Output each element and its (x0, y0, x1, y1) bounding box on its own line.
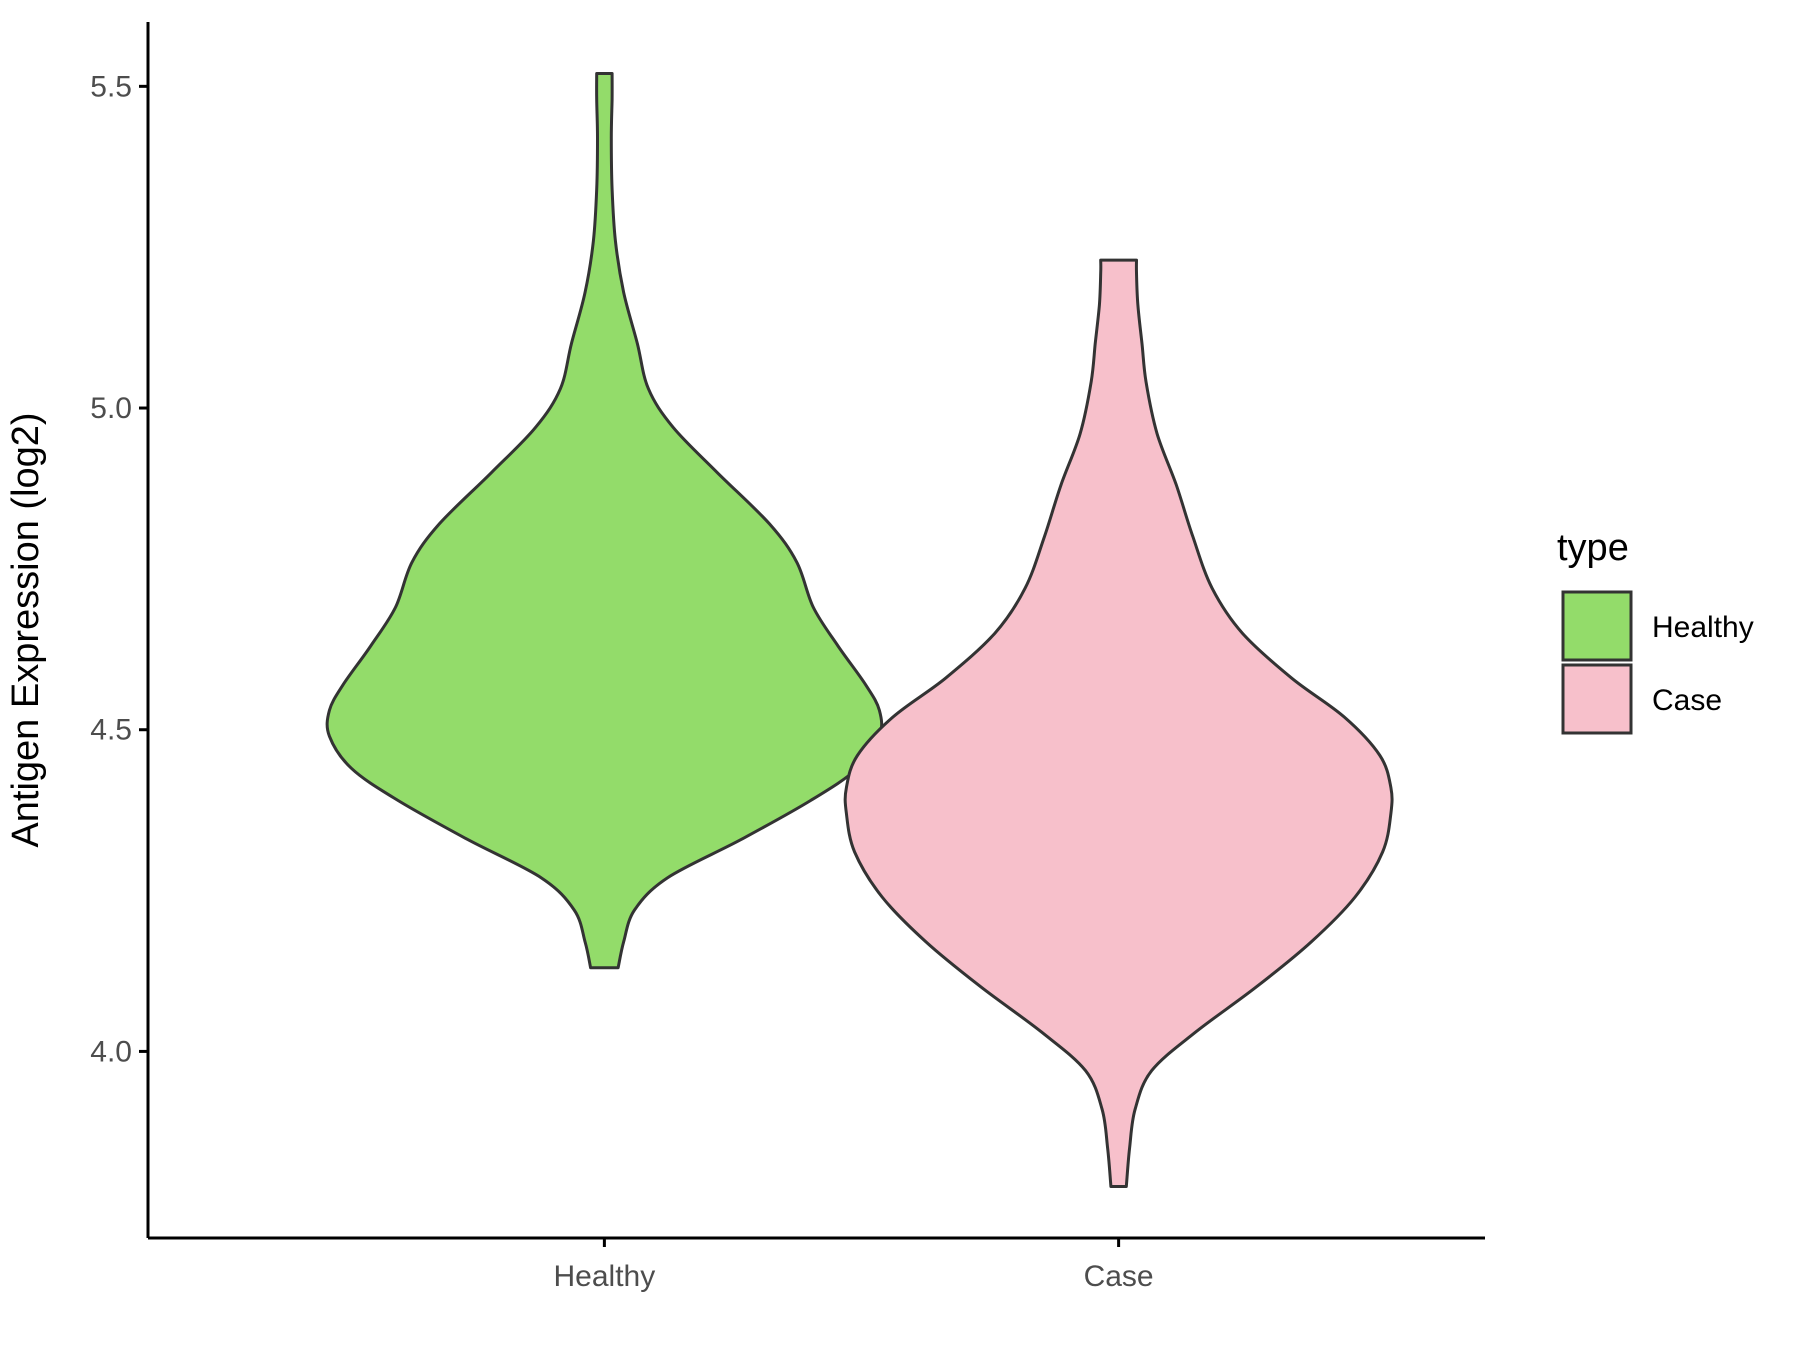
violin-healthy (325, 72, 884, 970)
violin-layer (325, 72, 1394, 1188)
y-tick-label: 5.5 (90, 70, 132, 103)
legend-swatch-healthy (1561, 590, 1633, 662)
y-tick-label: 4.0 (90, 1035, 132, 1068)
legend-label-healthy: Healthy (1652, 611, 1754, 644)
legend-items: Healthy Case (1561, 590, 1754, 735)
violin-case (843, 258, 1394, 1188)
y-axis-ticks: 4.0 4.5 5.0 5.5 (90, 70, 148, 1068)
legend: type Healthy Case (1557, 527, 1754, 735)
legend-label-case: Case (1652, 684, 1722, 717)
x-tick-label: Case (1084, 1260, 1154, 1293)
y-axis-title: Antigen Expression (log2) (5, 412, 47, 847)
y-tick-label: 4.5 (90, 714, 132, 747)
x-axis-ticks: Healthy Case (554, 1238, 1154, 1293)
legend-title: type (1557, 527, 1629, 569)
x-tick-label: Healthy (554, 1260, 656, 1293)
axes: 4.0 4.5 5.0 5.5 Healthy Case Antigen Express… (5, 22, 1485, 1293)
y-tick-label: 5.0 (90, 392, 132, 425)
legend-swatch-case (1561, 663, 1633, 735)
